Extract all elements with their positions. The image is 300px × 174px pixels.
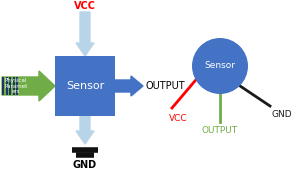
- Text: OUTPUT: OUTPUT: [145, 81, 184, 91]
- Bar: [9, 77, 11, 95]
- Bar: [16, 77, 18, 95]
- FancyArrow shape: [115, 76, 143, 96]
- Text: Physical
Paramet
ers: Physical Paramet ers: [4, 78, 28, 94]
- FancyArrow shape: [76, 116, 94, 144]
- Text: GND: GND: [73, 160, 97, 170]
- FancyArrow shape: [76, 12, 94, 56]
- Circle shape: [192, 38, 248, 94]
- Text: OUTPUT: OUTPUT: [202, 126, 238, 135]
- Bar: [5, 77, 8, 95]
- Text: Sensor: Sensor: [66, 81, 104, 91]
- Text: VCC: VCC: [74, 1, 96, 11]
- Text: GND: GND: [272, 110, 292, 119]
- Bar: [55, 56, 115, 116]
- Text: Sensor: Sensor: [205, 61, 236, 70]
- Text: VCC: VCC: [169, 114, 187, 123]
- FancyArrow shape: [2, 71, 55, 101]
- Bar: [2, 77, 4, 95]
- Bar: [13, 77, 14, 95]
